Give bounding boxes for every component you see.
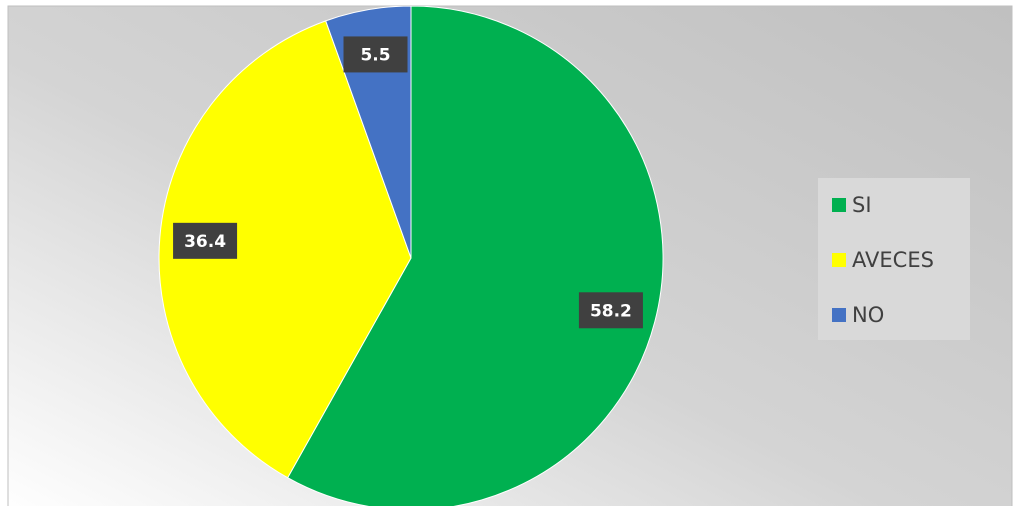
legend-label: AVECES <box>852 248 934 272</box>
data-labels: 58.2 36.4 5.5 <box>173 36 643 329</box>
data-label-box <box>578 292 643 329</box>
data-label: 58.2 <box>590 301 632 321</box>
legend-items: SI AVECES NO <box>832 193 934 327</box>
slice <box>158 20 412 479</box>
pie <box>158 6 664 506</box>
data-label: 5.5 <box>360 45 390 65</box>
legend-label: SI <box>852 193 872 217</box>
data-label-box <box>343 36 408 73</box>
data-label: 36.4 <box>184 232 226 252</box>
legend-swatch <box>832 253 846 267</box>
legend-label: NO <box>852 303 884 327</box>
legend-swatch <box>832 198 846 212</box>
data-label-box <box>173 222 238 259</box>
legend-swatch <box>832 308 846 322</box>
slice <box>286 6 664 506</box>
